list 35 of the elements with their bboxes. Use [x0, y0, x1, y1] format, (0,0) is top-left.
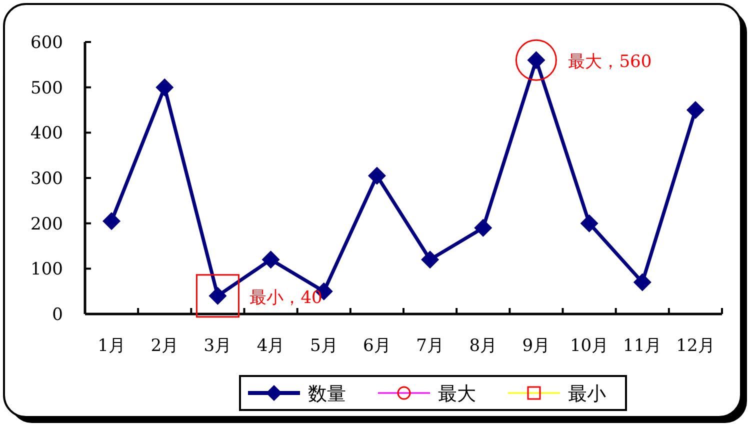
point	[474, 218, 492, 237]
annotation: 最小，40	[250, 288, 322, 308]
point	[580, 214, 598, 232]
x-tick-label: 7月	[416, 336, 444, 356]
point	[368, 166, 386, 185]
x-tick-label: 4月	[256, 336, 285, 356]
legend-label: 最大	[438, 383, 476, 405]
x-tick-label: 6月	[363, 336, 391, 356]
point	[633, 273, 652, 292]
y-tick-label: 200	[30, 214, 63, 234]
legend-label: 最小	[568, 383, 606, 405]
x-tick-label: 2月	[150, 336, 179, 356]
annotation: 最大，560	[568, 52, 652, 72]
y-tick-label: 300	[30, 169, 63, 189]
x-tick-label: 8月	[469, 336, 498, 356]
y-tick-label: 400	[30, 124, 63, 144]
x-tick-label: 11月	[623, 336, 662, 356]
x-tick-label: 3月	[204, 336, 232, 356]
y-tick-label: 0	[52, 305, 63, 325]
x-tick-label: 10月	[570, 336, 609, 356]
point	[421, 250, 440, 269]
x-tick-label: 1月	[98, 336, 126, 356]
point	[102, 212, 121, 230]
y-tick-label: 600	[30, 33, 63, 53]
point	[156, 78, 174, 96]
legend-label: 数量	[308, 383, 346, 405]
point	[262, 250, 280, 269]
point	[686, 101, 704, 119]
x-tick-label: 5月	[310, 336, 338, 356]
point	[515, 39, 557, 81]
point	[196, 274, 240, 318]
y-tick-label: 100	[30, 260, 63, 280]
x-tick-label: 9月	[522, 336, 550, 356]
y-tick-label: 500	[30, 78, 63, 98]
x-tick-label: 12月	[676, 336, 715, 356]
